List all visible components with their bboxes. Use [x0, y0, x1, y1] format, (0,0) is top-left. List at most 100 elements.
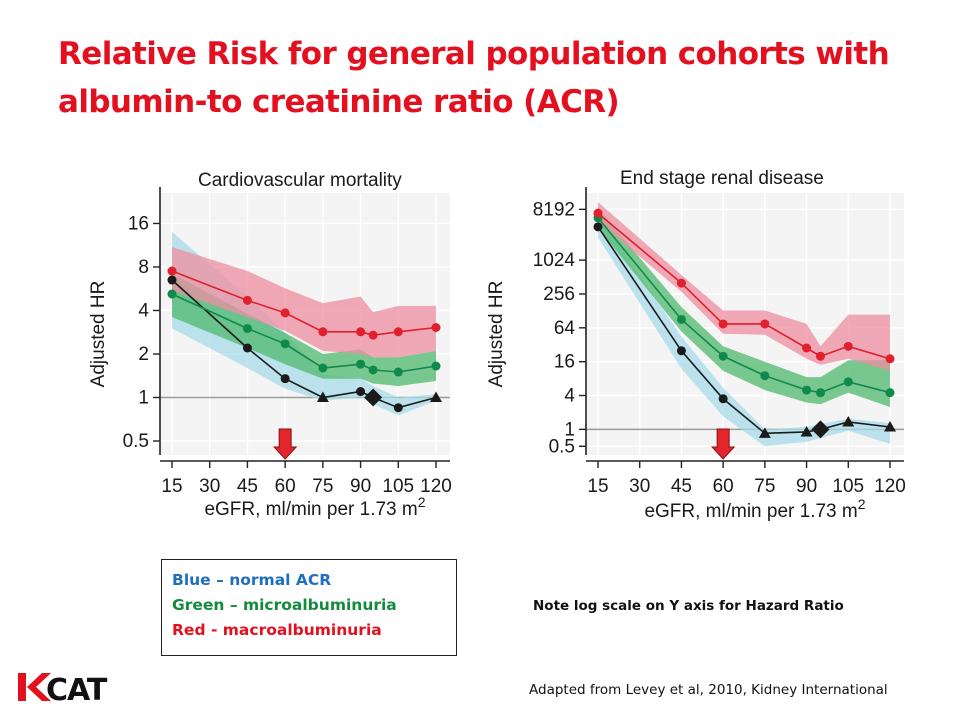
x-tick-label: 30	[629, 476, 650, 497]
macro-point	[815, 351, 825, 361]
micro-series-line	[597, 217, 891, 394]
legend-normal-acr: Blue – normal ACR	[172, 571, 332, 589]
micro-point	[242, 324, 252, 334]
macro-point	[676, 278, 686, 288]
micro-point	[843, 377, 853, 387]
micro-point	[815, 388, 825, 398]
macro-point	[368, 330, 378, 340]
cardiovascular-mortality-chart: 0.5 1 2 4 8 16 15 30 45 60 75 90 105 120 Cardiovascula…	[88, 170, 452, 520]
normal-point	[430, 391, 442, 402]
macro-series-line	[597, 212, 891, 360]
log-scale-note: Note log scale on Y axis for Hazard Rati…	[533, 598, 844, 614]
x-tick-label: 120	[874, 476, 906, 497]
x-tick-label: 30	[199, 476, 220, 497]
normal-series-line	[171, 279, 437, 409]
y-tick-label: 16	[128, 213, 149, 234]
micro-point	[167, 289, 177, 299]
x-axis-title: eGFR, ml/min per 1.73 m2	[644, 496, 865, 522]
x-tick-label: 75	[754, 476, 775, 497]
y-tick-label: 4	[138, 300, 149, 321]
micro-confidence-band	[598, 208, 890, 407]
y-tick-label: 16	[554, 352, 575, 373]
micro-point	[718, 351, 728, 361]
source-citation: Adapted from Levey et al, 2010, Kidney I…	[529, 682, 888, 698]
normal-point	[356, 387, 366, 397]
macro-point	[356, 327, 366, 337]
reference-diamond	[364, 388, 383, 407]
micro-point	[431, 361, 441, 371]
y-tick-label: 0.5	[123, 431, 149, 452]
normal-point	[316, 391, 329, 402]
macro-point	[167, 266, 177, 276]
macro-confidence-band	[172, 247, 436, 358]
macro-point	[393, 327, 403, 337]
micro-point	[676, 314, 686, 324]
micro-confidence-band	[172, 273, 436, 386]
normal-point	[758, 427, 771, 438]
normal-point	[884, 421, 896, 432]
panel-title: Cardiovascular mortality	[198, 170, 402, 191]
normal-point	[842, 416, 855, 427]
micro-point	[280, 339, 290, 349]
reference-diamond	[811, 420, 830, 439]
x-tick-label: 105	[832, 476, 864, 497]
micro-point	[356, 359, 366, 369]
x-tick-label: 105	[382, 476, 414, 497]
macro-point	[843, 341, 853, 351]
macro-confidence-band	[598, 202, 890, 371]
macro-point	[885, 354, 895, 364]
x-tick-label: 90	[350, 476, 371, 497]
normal-point	[676, 346, 686, 356]
x-axis-title: eGFR, ml/min per 1.73 m2	[204, 494, 425, 520]
normal-point	[242, 343, 252, 353]
kcat-logo: CAT	[18, 673, 109, 704]
kcat-logo-mark: CAT	[18, 673, 109, 704]
macro-point	[718, 319, 728, 329]
x-tick-label: 60	[713, 476, 734, 497]
y-tick-label: 8192	[533, 199, 575, 220]
y-tick-label: 1	[138, 387, 149, 408]
macro-point	[431, 322, 441, 332]
normal-point	[167, 275, 177, 285]
normal-point	[393, 403, 403, 413]
egfr-60-arrow	[711, 428, 736, 460]
macro-point	[280, 308, 290, 318]
x-tick-label: 45	[237, 476, 258, 497]
legend-microalbuminuria: Green – microalbuminuria	[172, 596, 397, 614]
micro-point	[760, 371, 770, 381]
macro-point	[802, 343, 812, 353]
y-tick-label: 256	[543, 284, 575, 305]
normal-series-line	[597, 226, 891, 435]
y-tick-label: 0.5	[549, 436, 575, 457]
macro-point	[760, 319, 770, 329]
egfr-60-arrow	[273, 428, 298, 460]
normal-point	[800, 425, 813, 437]
micro-point	[393, 367, 403, 377]
micro-point	[318, 363, 328, 373]
svg-text:CAT: CAT	[46, 673, 108, 704]
x-tick-label: 75	[312, 476, 333, 497]
x-tick-label: 15	[587, 476, 608, 497]
micro-point	[885, 388, 895, 398]
y-tick-label: 4	[564, 386, 575, 407]
y-axis-title: Adjusted HR	[486, 281, 507, 388]
slide-title: Relative Risk for general population coh…	[58, 36, 890, 120]
normal-point	[280, 374, 290, 384]
y-tick-label: 2	[138, 344, 149, 365]
esrd-chart: 0.51 4 16 64 256 1024 8192 15 30 45 60 75 90 105 120 En…	[486, 168, 906, 522]
y-axis-title: Adjusted HR	[88, 281, 109, 388]
y-tick-label: 64	[554, 318, 576, 339]
y-tick-label: 1	[564, 419, 575, 440]
x-tick-label: 90	[796, 476, 817, 497]
macro-point	[593, 208, 603, 218]
x-tick-label: 120	[420, 476, 452, 497]
normal-point	[593, 222, 603, 232]
micro-point	[368, 365, 378, 375]
normal-point	[718, 394, 728, 404]
macro-point	[318, 327, 328, 337]
color-legend-box: Blue – normal ACR Green – microalbuminur…	[161, 559, 457, 656]
x-tick-label: 60	[275, 476, 296, 497]
y-tick-label: 8	[138, 257, 149, 278]
micro-point	[802, 385, 812, 395]
x-tick-label: 45	[671, 476, 692, 497]
